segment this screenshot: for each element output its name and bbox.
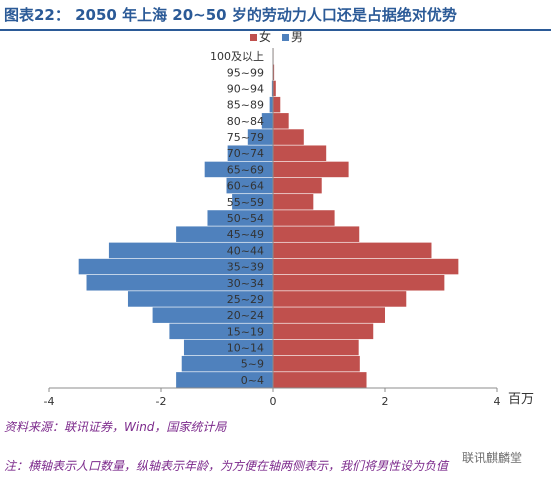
age-label-19: 95~99: [227, 66, 264, 79]
population-pyramid-chart: 女男 -4 -2 0 2 4 百万 0~45~910~1415~1920~2425~293…: [44, 30, 535, 408]
bar-male-3: [169, 323, 273, 340]
x-axis: -4 -2 0 2 4 百万: [44, 387, 534, 408]
bar-male-7: [78, 258, 274, 275]
bar-male-2: [183, 339, 273, 356]
bar-male-14: [227, 145, 273, 162]
bar-female-15: [273, 129, 304, 145]
title-underline: [0, 29, 551, 31]
bar-male-0: [176, 372, 273, 388]
bar-female-16: [273, 113, 289, 129]
x-axis-unit: 百万: [508, 392, 534, 407]
bar-female-10: [273, 210, 335, 226]
age-label-11: 55~59: [227, 196, 264, 209]
bar-male-4: [152, 307, 273, 323]
bar-male-16: [261, 113, 273, 129]
bar-female-12: [273, 177, 322, 194]
bar-female-13: [273, 161, 349, 178]
age-label-20: 100及以上: [210, 50, 264, 63]
age-label-14: 70~74: [227, 147, 264, 160]
age-label-7: 35~39: [227, 261, 264, 274]
age-label-1: 5~9: [241, 358, 264, 371]
age-label-17: 85~89: [227, 99, 264, 112]
legend-male-label: 男: [291, 30, 303, 44]
legend-female-swatch: [250, 34, 257, 41]
legend-male-swatch: [282, 34, 289, 41]
bar-male-18: [271, 80, 273, 97]
page-title: 图表22： 2050 年上海 20~50 岁的劳动力人口还是占据绝对优势: [4, 6, 457, 24]
bar-female-11: [273, 194, 314, 210]
footnote: 注：横轴表示人口数量，纵轴表示年龄，为方便在轴两侧表示，我们将男性设为负值: [4, 459, 449, 473]
bar-female-7: [273, 258, 459, 275]
bar-male-5: [127, 291, 274, 307]
x-tick-label-4: 4: [494, 395, 501, 408]
bar-male-10: [207, 210, 273, 226]
x-tick-label-0: -4: [44, 395, 55, 408]
age-label-3: 15~19: [227, 325, 264, 338]
age-label-13: 65~69: [227, 163, 264, 176]
age-label-9: 45~49: [227, 228, 264, 241]
age-label-8: 40~44: [227, 244, 264, 257]
bar-male-13: [204, 161, 273, 178]
bar-female-9: [273, 226, 360, 242]
legend-female-label: 女: [259, 30, 271, 44]
age-label-15: 75~79: [227, 131, 264, 144]
bar-female-5: [273, 291, 407, 307]
age-label-18: 90~94: [227, 82, 264, 95]
bar-female-3: [273, 323, 374, 340]
age-label-2: 10~14: [227, 342, 264, 355]
source-note: 资料来源：联讯证券，Wind，国家统计局: [4, 420, 227, 434]
bar-female-1: [273, 355, 360, 372]
bar-female-19: [273, 64, 275, 81]
watermark: 联讯麒麟堂: [462, 449, 523, 466]
age-label-16: 80~84: [227, 115, 264, 128]
bar-male-15: [247, 129, 273, 145]
x-tick-label-1: -2: [156, 395, 167, 408]
age-label-10: 50~54: [227, 212, 264, 225]
bar-female-2: [273, 339, 359, 356]
age-labels: 0~4 5~9 10~14 15~19 20~24 25~29 30~34 35~39 40~4…: [210, 48, 274, 388]
bar-female-17: [273, 96, 281, 113]
bar-female-6: [273, 274, 445, 291]
age-label-6: 30~34: [227, 277, 264, 290]
bar-male-11: [232, 194, 273, 210]
bar-male-17: [269, 96, 273, 113]
bar-male-8: [108, 242, 273, 259]
bar-female-14: [273, 145, 327, 162]
x-tick-label-2: 0: [270, 395, 277, 408]
age-label-12: 60~64: [227, 180, 264, 193]
bar-female-18: [273, 80, 276, 97]
bar-female-8: [273, 242, 432, 259]
bar-male-6: [86, 274, 274, 291]
bar-male-9: [176, 226, 273, 242]
age-label-0: 0~4: [241, 374, 264, 387]
age-label-5: 25~29: [227, 293, 264, 306]
bar-female-4: [273, 307, 385, 323]
legend: 女男: [250, 30, 303, 44]
bar-male-12: [226, 177, 273, 194]
bar-female-0: [273, 372, 367, 388]
age-label-4: 20~24: [227, 309, 264, 322]
bars: [78, 48, 459, 388]
bar-male-1: [181, 355, 273, 372]
x-tick-label-3: 2: [382, 395, 389, 408]
